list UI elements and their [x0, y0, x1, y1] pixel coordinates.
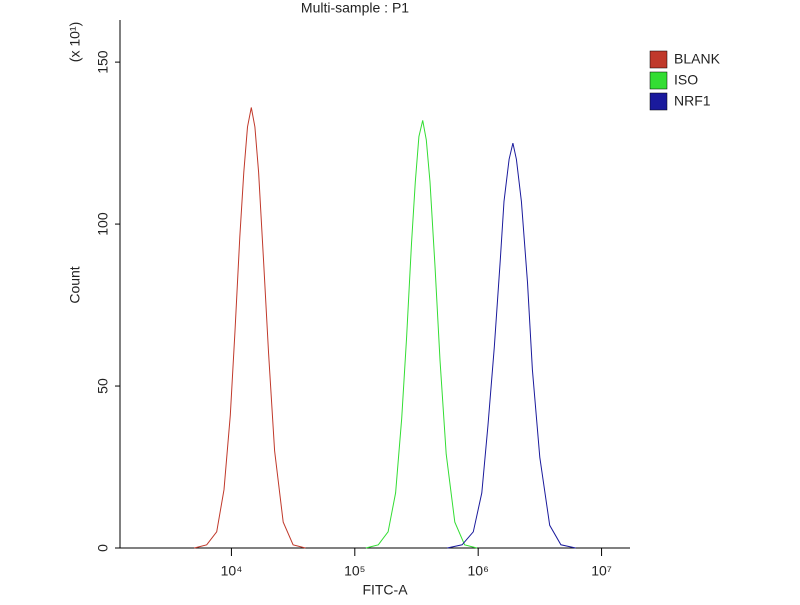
- x-tick-label: 10⁴: [221, 563, 243, 579]
- legend-label: NRF1: [674, 93, 711, 109]
- y-unit-label: (x 10¹): [67, 22, 83, 62]
- chart-title: Multi-sample : P1: [301, 0, 409, 16]
- legend-swatch: [649, 71, 668, 90]
- histogram-line: [194, 107, 306, 549]
- y-tick-label: 50: [95, 378, 111, 394]
- y-tick-label: 0: [95, 544, 111, 552]
- y-tick-label: 100: [95, 212, 111, 236]
- histogram-line: [365, 120, 478, 549]
- legend-swatch: [649, 92, 668, 111]
- histogram-line: [447, 142, 576, 549]
- legend-label: ISO: [674, 72, 698, 88]
- y-axis-label: Count: [67, 266, 83, 303]
- x-tick-label: 10⁷: [591, 563, 612, 579]
- x-tick-label: 10⁶: [468, 563, 489, 579]
- x-axis-label: FITC-A: [362, 582, 408, 598]
- x-tick-label: 10⁵: [344, 563, 365, 579]
- legend-label: BLANK: [674, 51, 721, 67]
- y-tick-label: 150: [95, 50, 111, 74]
- legend-swatch: [649, 50, 668, 69]
